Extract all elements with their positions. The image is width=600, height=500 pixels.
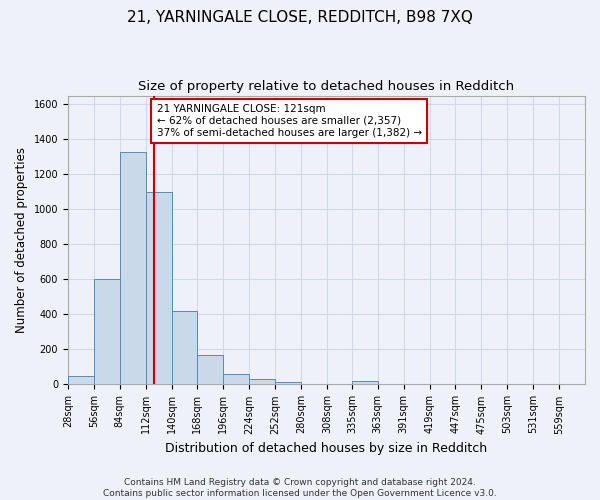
Bar	[146, 192, 172, 384]
Bar	[94, 280, 120, 384]
Title: Size of property relative to detached houses in Redditch: Size of property relative to detached ho…	[139, 80, 515, 93]
Bar	[352, 381, 378, 384]
Text: 21, YARNINGALE CLOSE, REDDITCH, B98 7XQ: 21, YARNINGALE CLOSE, REDDITCH, B98 7XQ	[127, 10, 473, 25]
X-axis label: Distribution of detached houses by size in Redditch: Distribution of detached houses by size …	[166, 442, 488, 455]
Bar	[249, 379, 275, 384]
Bar	[172, 311, 197, 384]
Bar	[120, 152, 146, 384]
Text: 21 YARNINGALE CLOSE: 121sqm
← 62% of detached houses are smaller (2,357)
37% of : 21 YARNINGALE CLOSE: 121sqm ← 62% of det…	[157, 104, 422, 138]
Bar	[68, 376, 94, 384]
Bar	[223, 374, 249, 384]
Text: Contains HM Land Registry data © Crown copyright and database right 2024.
Contai: Contains HM Land Registry data © Crown c…	[103, 478, 497, 498]
Y-axis label: Number of detached properties: Number of detached properties	[15, 147, 28, 333]
Bar	[275, 382, 301, 384]
Bar	[197, 354, 223, 384]
